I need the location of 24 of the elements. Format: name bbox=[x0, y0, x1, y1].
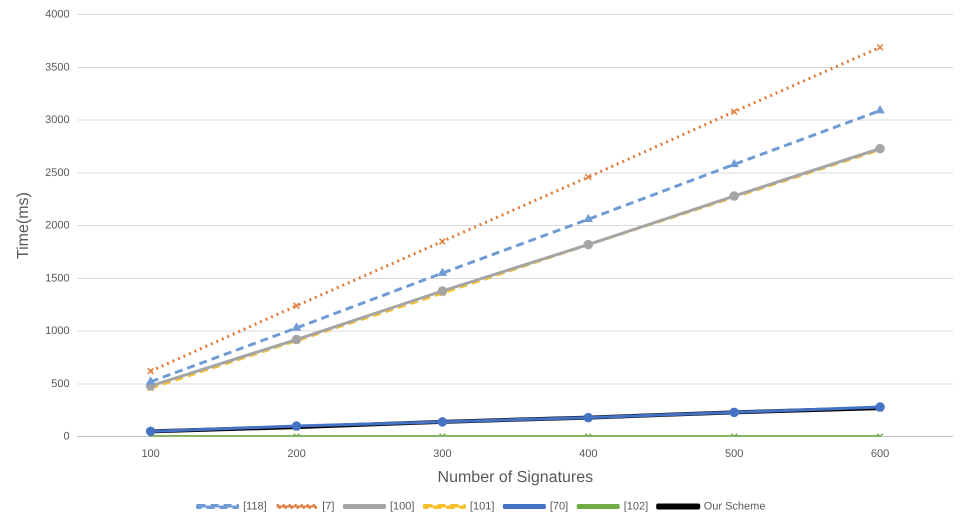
y-tick-label: 0 bbox=[64, 430, 70, 443]
y-tick-label: 500 bbox=[51, 378, 70, 390]
legend-label: [102] bbox=[624, 500, 648, 513]
y-tick-label: 3500 bbox=[45, 61, 70, 74]
x-tick-label: 300 bbox=[433, 448, 452, 460]
x-tick-label: 200 bbox=[287, 448, 306, 460]
x-tick-label: 600 bbox=[870, 448, 890, 460]
legend-label: Our Scheme bbox=[704, 500, 766, 513]
y-tick-label: 3000 bbox=[45, 114, 70, 126]
legend-label: [101] bbox=[470, 500, 494, 513]
legend-label: [100] bbox=[390, 500, 414, 513]
x-axis-title: Number of Signatures bbox=[438, 468, 594, 486]
legend-label: [118] bbox=[243, 500, 267, 513]
y-axis-title: Time(ms) bbox=[15, 192, 32, 260]
y-tick-label: 1500 bbox=[45, 272, 70, 284]
y-tick-label: 2500 bbox=[45, 166, 70, 179]
y-tick-label: 1000 bbox=[45, 325, 70, 338]
x-tick-label: 500 bbox=[724, 448, 744, 460]
legend-label: [70] bbox=[550, 500, 568, 513]
y-tick-label: 4000 bbox=[45, 8, 70, 21]
x-tick-label: 400 bbox=[579, 448, 598, 460]
y-tick-label: 2000 bbox=[45, 220, 70, 232]
legend-label: [7] bbox=[322, 500, 334, 513]
x-tick-label: 100 bbox=[141, 448, 160, 460]
